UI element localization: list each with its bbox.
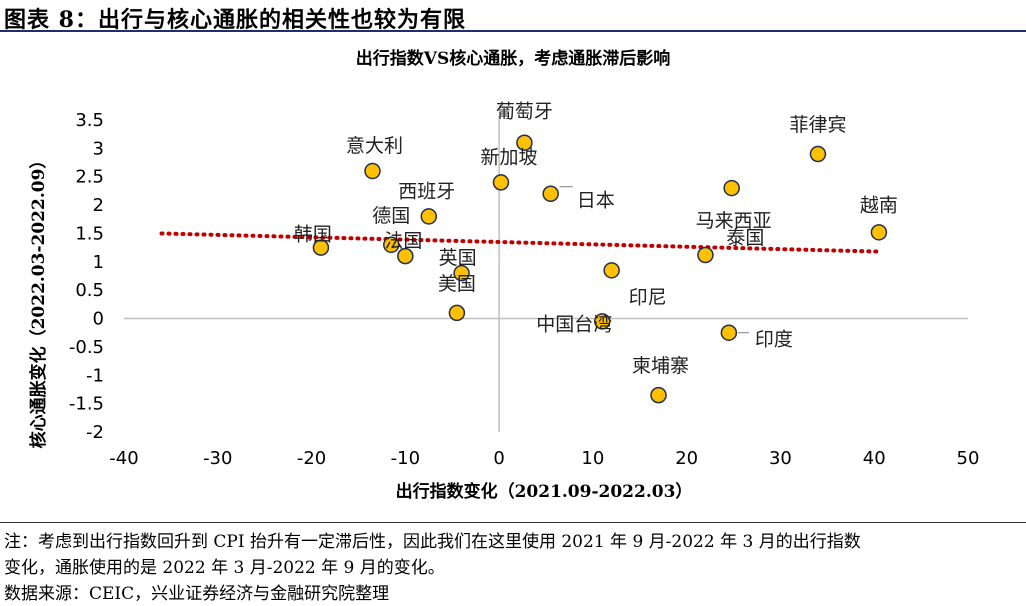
data-point	[383, 236, 400, 254]
data-point	[516, 134, 533, 151]
x-tick-label: 50	[957, 448, 980, 469]
data-point-label: 中国台湾	[536, 313, 612, 335]
data-point	[397, 247, 414, 265]
y-tick-label: 0.5	[75, 280, 104, 301]
data-point	[364, 162, 381, 180]
data-point-label: 美国	[438, 273, 476, 295]
y-tick-label: 1.5	[75, 223, 104, 244]
data-point-label: 柬埔寨	[632, 355, 689, 377]
data-point-label: 葡萄牙	[496, 101, 553, 123]
data-point	[870, 224, 888, 241]
data-point	[603, 262, 620, 279]
data-point-label: 菲律宾	[789, 114, 846, 136]
data-point-label: 印度	[755, 329, 793, 351]
data-point-label: 新加坡	[480, 146, 537, 168]
y-tick-label: 2	[93, 195, 104, 216]
data-source: 数据来源：CEIC，兴业证券经济与金融研究院整理	[4, 584, 390, 604]
y-tick-label: 3	[93, 138, 104, 159]
data-point	[723, 179, 740, 197]
data-point	[720, 324, 738, 341]
y-tick-label: 1	[93, 252, 104, 273]
y-axis-label: 核心通胀变化（2022.03-2022.09）	[28, 152, 49, 449]
data-point-label: 越南	[860, 194, 898, 216]
data-point-label: 印尼	[629, 286, 667, 308]
data-points	[312, 134, 888, 404]
note-line-2: 变化，通胀使用的是 2022 年 3 月-2022 年 9 月的变化。	[4, 558, 445, 578]
x-tick-label: 30	[769, 448, 792, 469]
title-rule	[0, 30, 1026, 32]
data-point	[594, 313, 611, 330]
data-point	[542, 185, 559, 202]
x-tick-label: -20	[297, 448, 326, 469]
data-point	[697, 246, 714, 264]
x-tick-label: 40	[863, 448, 886, 469]
x-tick-label: -30	[203, 448, 232, 469]
note-line-1: 注：考虑到出行指数回升到 CPI 抬升有一定滞后性，因此我们在这里使用 2021…	[4, 532, 861, 552]
data-point-label: 韩国	[294, 224, 332, 246]
x-tick-label: 10	[581, 448, 604, 469]
data-point	[448, 304, 466, 322]
data-point-label: 泰国	[726, 227, 764, 249]
chart-title: 出行指数VS核心通胀，考虑通胀滞后影响	[356, 48, 670, 69]
data-point-label: 德国	[372, 205, 410, 227]
data-point-label: 法国	[384, 230, 422, 252]
data-point	[809, 145, 827, 163]
data-point-label: 日本	[577, 190, 615, 212]
data-point	[420, 208, 438, 225]
y-tick-label: -1.5	[69, 394, 104, 415]
data-point-label: 意大利	[346, 135, 403, 157]
data-point	[453, 264, 470, 282]
data-point	[492, 174, 510, 191]
y-tick-label: 0	[93, 309, 104, 330]
x-tick-label: 20	[675, 448, 698, 469]
scatter-chart: 出行指数VS核心通胀，考虑通胀滞后影响 -40 -30 -20 -10 0 10 20 30 4…	[28, 48, 980, 502]
data-point-label: 马来西亚	[696, 210, 772, 232]
y-tick-label: 2.5	[75, 167, 104, 188]
figure-title: 图表 8：出行与核心通胀的相关性也较为有限	[4, 7, 466, 33]
y-tick-label: -2	[86, 422, 104, 443]
y-tick-label: 3.5	[75, 110, 104, 131]
data-point-label: 英国	[439, 247, 477, 269]
data-point	[312, 239, 330, 256]
x-tick-label: 0	[493, 448, 504, 469]
trendline	[159, 231, 881, 254]
axes: -40 -30 -20 -10 0 10 20 30 40 50 3.5 3 2.5 2 1.5 1 0.5 0 -…	[69, 110, 980, 469]
y-tick-label: -0.5	[69, 337, 104, 358]
x-tick-label: -10	[391, 448, 420, 469]
trendline-dotted	[159, 231, 881, 254]
data-point-label: 西班牙	[398, 180, 455, 202]
data-point	[650, 386, 667, 404]
x-axis-label: 出行指数变化（2021.09-2022.03）	[396, 481, 693, 502]
y-tick-label: -1	[86, 365, 104, 386]
notes-rule	[0, 522, 1026, 523]
x-tick-label: -40	[109, 448, 138, 469]
